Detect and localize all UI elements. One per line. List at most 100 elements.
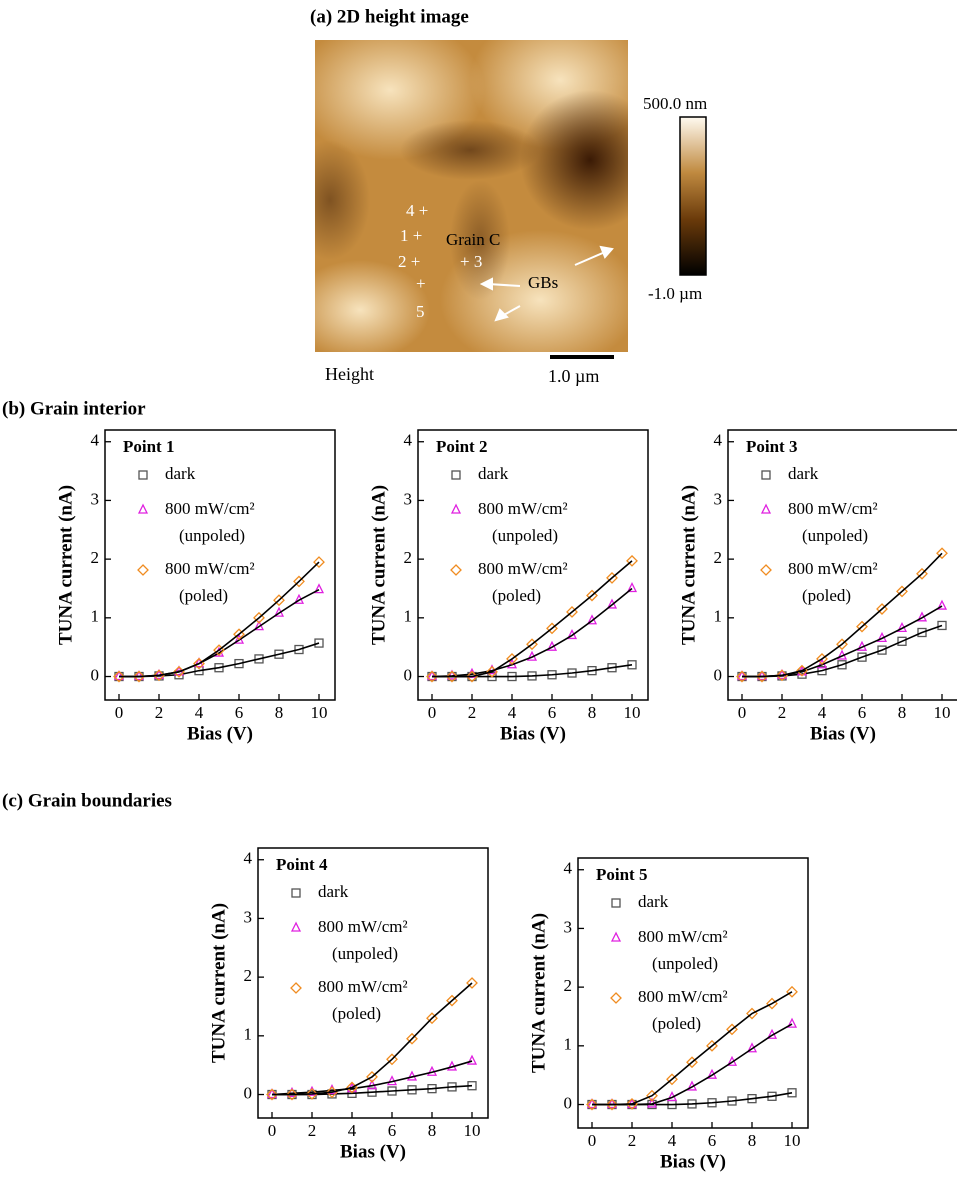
marker: [446, 994, 458, 1007]
y-tick-label: 0: [714, 665, 723, 684]
x-tick-label: 2: [468, 703, 477, 722]
chart-title: Point 3: [746, 437, 797, 456]
marker: [916, 567, 928, 580]
marker: [234, 658, 244, 669]
marker: [896, 585, 908, 598]
grain-label: Grain C: [446, 230, 500, 249]
x-tick-label: 6: [235, 703, 244, 722]
marker: [314, 638, 324, 648]
marker: [786, 985, 798, 998]
legend-label: (poled): [802, 586, 851, 605]
marker: [857, 652, 867, 662]
fit-line: [742, 605, 943, 678]
marker: [836, 638, 848, 651]
fit-line: [431, 587, 633, 678]
marker: [426, 1012, 438, 1025]
fit-line: [271, 1060, 473, 1096]
x-tick-label: 10: [624, 703, 641, 722]
marker: [897, 636, 907, 646]
x-tick-label: 10: [311, 703, 328, 722]
y-tick-label: 1: [404, 607, 413, 626]
legend-label: dark: [318, 882, 349, 901]
x-tick-label: 0: [268, 1121, 277, 1140]
x-tick-label: 10: [464, 1121, 481, 1140]
marker: [266, 1088, 278, 1101]
y-tick-label: 4: [244, 849, 253, 868]
legend-label: 800 mW/cm²: [165, 559, 255, 578]
marker: [294, 644, 304, 655]
x-tick-label: 4: [195, 703, 204, 722]
chart-title: Point 5: [596, 865, 647, 884]
chart-title: Point 1: [123, 437, 174, 456]
y-tick-label: 4: [714, 431, 723, 450]
chart: 0 1 2 3 4 0 2 4 6 8 10 Bias (V) TUNA current (nA) Poi…: [55, 429, 336, 744]
point-label: 4 +: [406, 201, 428, 220]
plot-frame: [727, 429, 957, 701]
marker: [113, 670, 125, 683]
legend-marker: [760, 503, 772, 514]
marker: [776, 669, 788, 682]
x-axis-label: Bias (V): [500, 723, 566, 744]
y-tick-label: 1: [564, 1035, 573, 1054]
x-tick-label: 4: [348, 1121, 357, 1140]
plot-frame: [417, 429, 649, 701]
legend-label: dark: [478, 464, 509, 483]
fit-line: [592, 1091, 793, 1106]
marker: [293, 575, 305, 588]
y-tick-label: 1: [244, 1025, 253, 1044]
legend-label: 800 mW/cm²: [318, 977, 408, 996]
marker: [546, 622, 558, 635]
marker: [877, 645, 887, 655]
marker: [113, 670, 125, 681]
fit-line: [592, 991, 793, 1106]
marker: [756, 670, 768, 683]
y-axis-label: TUNA current (nA): [528, 913, 549, 1073]
x-tick-label: 0: [115, 703, 124, 722]
x-axis-label: Bias (V): [340, 1141, 406, 1162]
marker: [626, 582, 638, 593]
marker: [606, 571, 618, 584]
point-label: + 3: [460, 252, 482, 271]
x-tick-label: 10: [934, 703, 951, 722]
marker: [313, 583, 325, 594]
y-axis-label: TUNA current (nA): [678, 485, 699, 645]
x-tick-label: 2: [155, 703, 164, 722]
marker: [406, 1032, 418, 1045]
marker: [706, 1039, 718, 1052]
marker: [313, 556, 325, 568]
marker: [936, 599, 948, 610]
marker: [274, 649, 284, 659]
y-tick-label: 2: [244, 966, 253, 985]
marker: [586, 1098, 598, 1109]
legend-label: (unpoled): [652, 954, 718, 973]
legend-label: 800 mW/cm²: [478, 559, 568, 578]
scale-bar-label: 1.0 µm: [548, 366, 599, 386]
chart: 0 1 2 3 4 0 2 4 6 8 10 Bias (V) TUNA current (nA) Poi…: [678, 429, 957, 744]
marker: [266, 1088, 278, 1099]
panel-title: (a) 2D height image: [310, 6, 469, 27]
fit-line: [742, 552, 943, 678]
x-tick-label: 10: [784, 1131, 801, 1150]
x-tick-label: 0: [738, 703, 747, 722]
y-tick-label: 0: [244, 1083, 253, 1102]
fit-line: [272, 982, 473, 1096]
x-tick-label: 6: [388, 1121, 397, 1140]
legend-label: dark: [788, 464, 819, 483]
y-tick-label: 1: [91, 607, 100, 626]
marker: [917, 627, 927, 638]
legend-marker: [291, 888, 301, 898]
marker: [736, 670, 748, 683]
x-tick-label: 6: [858, 703, 867, 722]
x-tick-label: 8: [748, 1131, 757, 1150]
height-image: [315, 40, 628, 352]
legend-label: dark: [638, 892, 669, 911]
legend-marker: [450, 564, 462, 576]
y-tick-label: 4: [91, 431, 100, 450]
y-tick-label: 2: [714, 548, 723, 567]
y-tick-label: 4: [564, 859, 573, 878]
marker: [326, 1086, 338, 1099]
chart: 0 1 2 3 4 0 2 4 6 8 10 Bias (V) TUNA current (nA) Poi…: [528, 857, 809, 1172]
point-label: 2 +: [398, 252, 420, 271]
x-tick-label: 4: [668, 1131, 677, 1150]
